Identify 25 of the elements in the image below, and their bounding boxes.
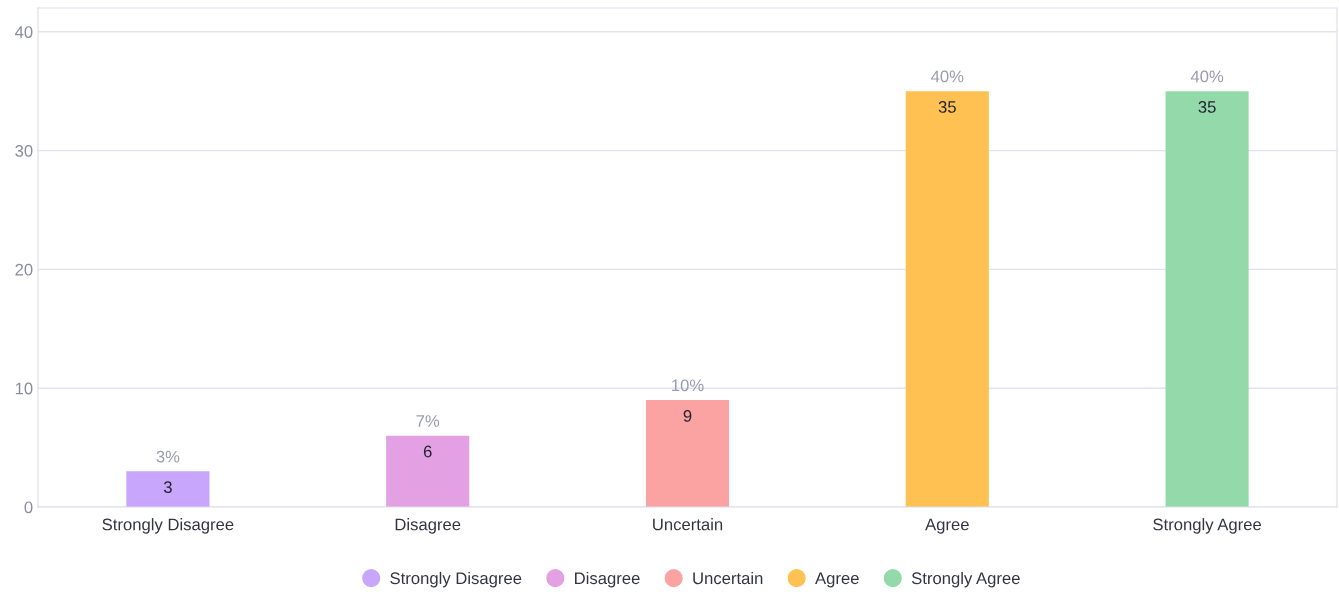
data-label: 9 bbox=[683, 409, 692, 422]
annotation: 7% bbox=[416, 415, 440, 427]
x-tick-label: Strongly Disagree bbox=[102, 518, 234, 534]
data-label: 3 bbox=[163, 481, 172, 494]
y-tick-label: 0 bbox=[24, 501, 33, 514]
legend-label: Uncertain bbox=[693, 571, 763, 585]
annotation: 3% bbox=[156, 450, 180, 463]
legend-label: Agree bbox=[815, 572, 859, 588]
data-label: 35 bbox=[1198, 101, 1216, 113]
annotation: 40% bbox=[1190, 70, 1224, 83]
annotation: 10% bbox=[672, 379, 704, 392]
x-tick-label: Strongly Agree bbox=[1153, 518, 1262, 534]
annotation: 40% bbox=[931, 70, 964, 83]
legend-label: Disagree bbox=[575, 571, 640, 588]
data-label: 6 bbox=[423, 445, 432, 458]
legend-label: Strongly Agree bbox=[911, 571, 1020, 588]
y-tick-label: 40 bbox=[14, 26, 33, 38]
y-tick-label: 30 bbox=[15, 144, 33, 157]
data-label: 35 bbox=[938, 101, 956, 113]
x-tick-label: Disagree bbox=[395, 518, 461, 534]
x-tick-label: Agree bbox=[925, 518, 969, 534]
x-tick-label: Uncertain bbox=[653, 518, 723, 531]
y-tick-label: 20 bbox=[15, 263, 33, 276]
y-tick-label: 10 bbox=[15, 382, 33, 395]
legend-label: Strongly Disagree bbox=[390, 571, 522, 588]
